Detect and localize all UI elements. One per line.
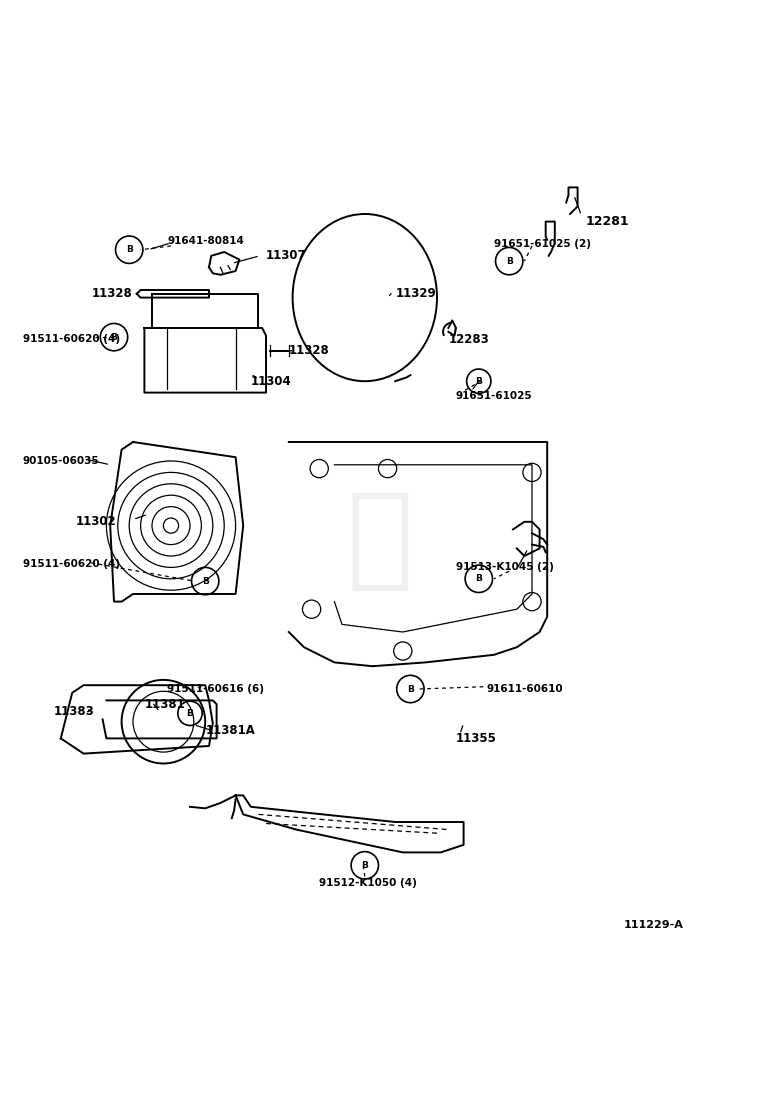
Text: 91512-K1050 (4): 91512-K1050 (4): [319, 877, 417, 887]
Text: 12281: 12281: [585, 215, 629, 228]
Text: 91511-60620 (4): 91511-60620 (4): [23, 558, 120, 568]
Text: B: B: [475, 574, 483, 584]
Text: 11328: 11328: [91, 287, 132, 300]
Text: 11383: 11383: [53, 705, 94, 718]
Text: B: B: [475, 377, 483, 386]
Text: B: B: [110, 332, 118, 341]
Text: B: B: [361, 861, 369, 870]
Text: B: B: [407, 685, 414, 694]
Text: 11381A: 11381A: [205, 724, 255, 737]
Text: 11304: 11304: [251, 375, 292, 388]
Text: 90105-06035: 90105-06035: [23, 456, 100, 466]
Text: B: B: [505, 257, 513, 266]
Text: 11381: 11381: [144, 697, 185, 711]
Text: 111229-A: 111229-A: [623, 920, 683, 930]
Text: 🏆: 🏆: [347, 487, 413, 594]
Text: 11307: 11307: [266, 249, 306, 262]
Text: 91511-60616 (6): 91511-60616 (6): [167, 684, 264, 694]
Text: B: B: [125, 246, 133, 255]
Text: 91511-60620 (4): 91511-60620 (4): [23, 335, 120, 345]
Text: 91641-80814: 91641-80814: [167, 236, 244, 246]
Text: 91651-61025: 91651-61025: [456, 391, 533, 401]
Text: 11328: 11328: [289, 345, 330, 357]
Text: 91513-K1045 (2): 91513-K1045 (2): [456, 563, 554, 573]
Text: 12283: 12283: [448, 332, 489, 346]
Text: 91611-60610: 91611-60610: [486, 684, 563, 694]
Text: 11355: 11355: [456, 732, 497, 745]
Text: B: B: [201, 577, 209, 586]
Text: 11302: 11302: [76, 515, 116, 528]
Text: B: B: [186, 708, 194, 718]
Text: 91651-61025 (2): 91651-61025 (2): [494, 239, 591, 249]
Text: 11329: 11329: [395, 287, 436, 300]
